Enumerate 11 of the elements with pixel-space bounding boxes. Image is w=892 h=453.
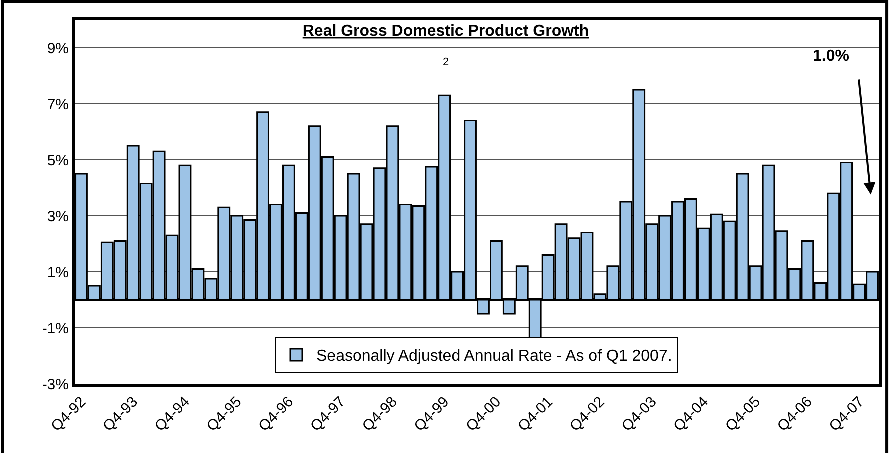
y-tick-label: -3% xyxy=(42,376,69,394)
y-tick-label: 9% xyxy=(47,40,69,58)
y-tick-label: 7% xyxy=(47,96,69,114)
legend-label: Seasonally Adjusted Annual Rate - As of Q1 2007. xyxy=(316,348,672,366)
y-tick-label: -1% xyxy=(42,320,69,338)
y-tick-label: 3% xyxy=(47,208,69,226)
chart-title: Real Gross Domestic Product Growth xyxy=(302,23,590,40)
text: 2 xyxy=(442,56,450,68)
y-tick-label: 5% xyxy=(47,152,69,170)
annotation: 1.0% xyxy=(813,48,850,65)
y-tick-label: 1% xyxy=(47,264,69,282)
